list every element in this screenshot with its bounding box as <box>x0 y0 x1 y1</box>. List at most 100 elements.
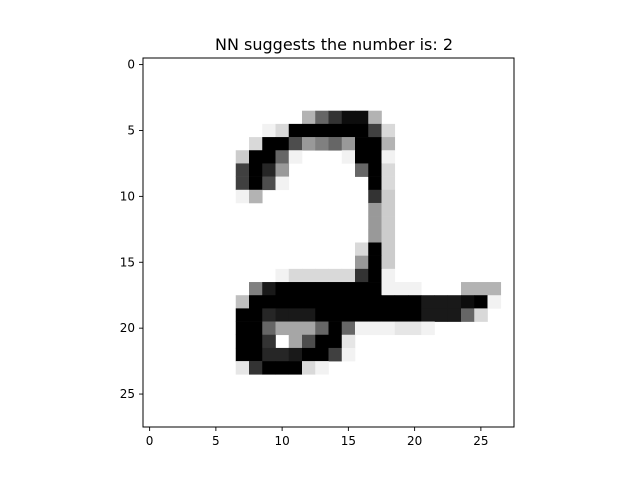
heatmap-cell-r16-c10 <box>275 268 290 283</box>
heatmap-cell-r18-c24 <box>461 295 475 309</box>
heatmap-cell-r8-c8 <box>249 163 263 177</box>
heatmap-cell-r8-c7 <box>235 163 250 177</box>
heatmap-cell-r17-c16 <box>355 282 369 296</box>
heatmap-cell-r21-c9 <box>262 334 276 349</box>
heatmap-cell-r5-c12 <box>302 123 316 138</box>
heatmap-cell-r5-c11 <box>288 123 303 138</box>
heatmap-cell-r9-c9 <box>262 176 276 191</box>
x-tick-label-3: 15 <box>341 434 356 448</box>
heatmap-cell-r18-c7 <box>235 295 250 309</box>
heatmap-cell-r6-c16 <box>355 137 369 151</box>
x-tick-label-4: 20 <box>407 434 422 448</box>
x-tick-label-0: 0 <box>146 434 154 448</box>
heatmap-cell-r5-c13 <box>315 123 329 138</box>
heatmap-cell-r17-c26 <box>487 282 502 296</box>
y-tick-label-3: 15 <box>120 255 135 269</box>
heatmap-cell-r4-c12 <box>302 110 316 125</box>
heatmap-cell-r17-c18 <box>381 282 396 296</box>
heatmap-cell-r23-c10 <box>275 361 290 375</box>
heatmap-cell-r16-c16 <box>355 268 369 283</box>
heatmap-cell-r7-c10 <box>275 150 290 164</box>
heatmap-cell-r12-c18 <box>381 216 396 230</box>
chart-title: NN suggests the number is: 2 <box>215 35 453 54</box>
heatmap-cell-r8-c18 <box>381 163 396 177</box>
heatmap-cell-r18-c13 <box>315 295 329 309</box>
heatmap-cell-r22-c14 <box>328 347 343 362</box>
heatmap-cell-r22-c15 <box>341 347 356 362</box>
heatmap-cell-r22-c10 <box>275 347 290 362</box>
heatmap-cell-r14-c16 <box>355 242 369 256</box>
heatmap-cell-r21-c12 <box>302 334 316 349</box>
heatmap-cell-r19-c10 <box>275 308 290 322</box>
heatmap-cell-r16-c13 <box>315 268 329 283</box>
heatmap-cell-r17-c11 <box>288 282 303 296</box>
heatmap-cell-r19-c20 <box>408 308 422 322</box>
heatmap-cell-r19-c19 <box>394 308 409 322</box>
heatmap-cell-r16-c11 <box>288 268 303 283</box>
heatmap-cell-r4-c17 <box>368 110 382 125</box>
heatmap-cell-r8-c10 <box>275 163 290 177</box>
heatmap-cell-r20-c11 <box>288 321 303 336</box>
heatmap-cell-r21-c13 <box>315 334 329 349</box>
heatmap-cell-r5-c10 <box>275 123 290 138</box>
y-tick-label-1: 5 <box>127 123 135 137</box>
heatmap-cell-r21-c7 <box>235 334 250 349</box>
heatmap-cell-r13-c17 <box>368 229 382 243</box>
heatmap-cell-r6-c10 <box>275 137 290 151</box>
heatmap-cell-r23-c12 <box>302 361 316 375</box>
heatmap-cell-r11-c17 <box>368 202 382 217</box>
heatmap-cell-r6-c9 <box>262 137 276 151</box>
heatmap-cell-r20-c10 <box>275 321 290 336</box>
heatmap-cell-r20-c8 <box>249 321 263 336</box>
heatmap-cell-r18-c25 <box>474 295 488 309</box>
heatmap-cell-r20-c15 <box>341 321 356 336</box>
heatmap-cell-r5-c15 <box>341 123 356 138</box>
heatmap-cell-r18-c16 <box>355 295 369 309</box>
heatmap-cell-r6-c18 <box>381 137 396 151</box>
heatmap-cell-r7-c15 <box>341 150 356 164</box>
heatmap-cell-r18-c18 <box>381 295 396 309</box>
heatmap-cell-r23-c9 <box>262 361 276 375</box>
heatmap-cell-r9-c17 <box>368 176 382 191</box>
heatmap-cell-r23-c8 <box>249 361 263 375</box>
heatmap-cell-r20-c16 <box>355 321 369 336</box>
heatmap-cell-r19-c25 <box>474 308 488 322</box>
heatmap-cell-r18-c20 <box>408 295 422 309</box>
heatmap-cell-r18-c12 <box>302 295 316 309</box>
heatmap-cell-r17-c10 <box>275 282 290 296</box>
heatmap-cells <box>235 110 502 375</box>
heatmap-cell-r7-c17 <box>368 150 382 164</box>
x-tick-label-2: 10 <box>274 434 289 448</box>
heatmap-cell-r20-c14 <box>328 321 343 336</box>
heatmap-cell-r18-c14 <box>328 295 343 309</box>
heatmap-cell-r19-c14 <box>328 308 343 322</box>
y-tick-label-5: 25 <box>120 387 135 401</box>
heatmap-cell-r17-c9 <box>262 282 276 296</box>
heatmap-cell-r19-c15 <box>341 308 356 322</box>
heatmap-cell-r4-c13 <box>315 110 329 125</box>
heatmap-cell-r6-c14 <box>328 137 343 151</box>
heatmap-cell-r19-c22 <box>434 308 449 322</box>
heatmap-cell-r20-c13 <box>315 321 329 336</box>
heatmap-cell-r23-c7 <box>235 361 250 375</box>
heatmap-cell-r19-c24 <box>461 308 475 322</box>
heatmap-cell-r5-c16 <box>355 123 369 138</box>
heatmap-cell-r18-c17 <box>368 295 382 309</box>
x-tick-label-5: 25 <box>473 434 488 448</box>
heatmap-cell-r7-c16 <box>355 150 369 164</box>
heatmap-cell-r7-c7 <box>235 150 250 164</box>
heatmap-cell-r14-c18 <box>381 242 396 256</box>
heatmap-cell-r21-c8 <box>249 334 263 349</box>
x-tick-label-1: 5 <box>212 434 220 448</box>
heatmap-cell-r16-c18 <box>381 268 396 283</box>
heatmap-cell-r16-c14 <box>328 268 343 283</box>
y-tick-label-0: 0 <box>127 58 135 72</box>
heatmap-cell-r5-c9 <box>262 123 276 138</box>
heatmap-cell-r19-c13 <box>315 308 329 322</box>
heatmap-cell-r5-c17 <box>368 123 382 138</box>
heatmap-cell-r17-c20 <box>408 282 422 296</box>
heatmap-cell-r20-c9 <box>262 321 276 336</box>
heatmap-cell-r16-c15 <box>341 268 356 283</box>
heatmap-cell-r5-c18 <box>381 123 396 138</box>
